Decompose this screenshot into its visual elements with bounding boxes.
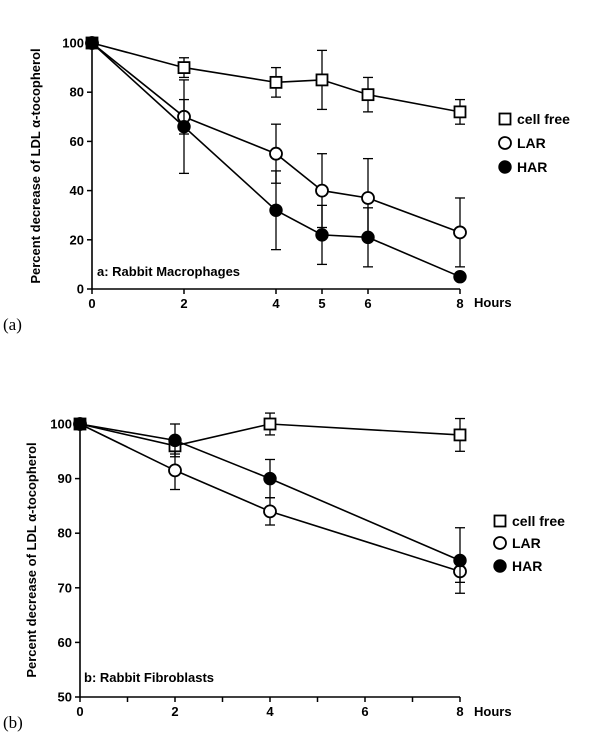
panel-annotation: a: Rabbit Macrophages	[97, 264, 240, 279]
data-point	[453, 225, 467, 240]
panel-annotation: b: Rabbit Fibroblasts	[84, 670, 214, 685]
series-lar	[73, 417, 467, 583]
y-tick-label: 80	[70, 85, 84, 100]
x-tick-label: 4	[272, 296, 280, 311]
y-tick-label: 100	[50, 417, 72, 432]
data-point	[269, 146, 283, 161]
panel-a: 0 20 40 60 80 100 0 2 4 5 6 8 Hours Percent decrease …	[3, 36, 570, 335]
y-tick-label: 50	[58, 690, 72, 705]
data-point	[453, 428, 467, 442]
legend-label: cell free	[512, 513, 565, 529]
data-point	[453, 553, 467, 568]
x-tick-label: 4	[266, 704, 274, 719]
x-tick-label: 2	[180, 296, 187, 311]
data-point	[177, 119, 191, 134]
series-line	[91, 42, 461, 113]
legend-label: LAR	[517, 135, 546, 151]
y-tick-label: 90	[58, 471, 72, 486]
series-har	[85, 36, 467, 284]
data-point	[73, 417, 87, 431]
series-line	[79, 423, 461, 447]
legend-marker	[498, 160, 512, 174]
series-line	[91, 42, 461, 278]
y-tick-label: 80	[58, 526, 72, 541]
y-tick-label: 70	[58, 580, 72, 595]
legend-label: LAR	[512, 535, 541, 551]
x-tick-label: 8	[456, 296, 463, 311]
data-point	[315, 228, 329, 242]
legend-marker	[498, 112, 512, 126]
data-point	[361, 191, 375, 205]
y-axis-title: Percent decrease of LDL α-tocopherol	[28, 48, 43, 283]
data-point	[315, 73, 329, 87]
data-point	[263, 504, 277, 519]
y-tick-label: 0	[77, 282, 84, 297]
data-point	[168, 433, 182, 448]
legend-marker	[493, 536, 507, 550]
x-tick-label: 2	[171, 704, 178, 719]
legend-marker	[493, 514, 507, 528]
data-point	[263, 417, 277, 431]
data-point	[85, 36, 99, 50]
legend-marker	[498, 136, 512, 150]
data-point	[453, 270, 467, 284]
data-point	[269, 75, 283, 89]
x-tick-label: 6	[361, 704, 368, 719]
panel-letter: (a)	[3, 315, 22, 334]
x-axis-title: Hours	[474, 295, 512, 310]
x-tick-label: 0	[88, 296, 95, 311]
x-tick-label: 8	[456, 704, 463, 719]
series-line	[91, 42, 461, 234]
data-point	[269, 203, 283, 217]
y-tick-label: 40	[70, 183, 84, 198]
legend-label: HAR	[512, 558, 542, 574]
legend: cell free LAR HAR	[498, 111, 570, 175]
legend: cell free LAR HAR	[493, 513, 565, 574]
data-point	[315, 183, 329, 198]
legend-label: HAR	[517, 159, 547, 175]
series-har	[73, 417, 467, 594]
x-tick-label: 5	[318, 296, 325, 311]
x-axis-title: Hours	[474, 704, 512, 719]
series-line	[79, 423, 461, 573]
data-point	[361, 230, 375, 245]
legend-label: cell free	[517, 111, 570, 127]
y-axis-title: Percent decrease of LDL α-tocopherol	[24, 442, 39, 677]
series-cell-free	[85, 36, 467, 125]
panel-letter: (b)	[3, 713, 23, 732]
series-line	[79, 423, 461, 562]
data-point	[177, 61, 191, 74]
y-tick-label: 20	[70, 232, 84, 247]
panel-b: 50 60 70 80 90 100 0 2 4 6 8 Hours Percent decrease …	[3, 412, 565, 732]
data-point	[361, 88, 375, 102]
x-tick-label: 6	[364, 296, 371, 311]
y-tick-label: 60	[70, 134, 84, 149]
x-tick-label: 0	[76, 704, 83, 719]
data-point	[453, 105, 467, 119]
y-tick-label: 60	[58, 635, 72, 650]
data-point	[168, 463, 182, 478]
legend-marker	[493, 559, 507, 573]
y-tick-label: 100	[62, 36, 84, 51]
data-point	[263, 471, 277, 486]
